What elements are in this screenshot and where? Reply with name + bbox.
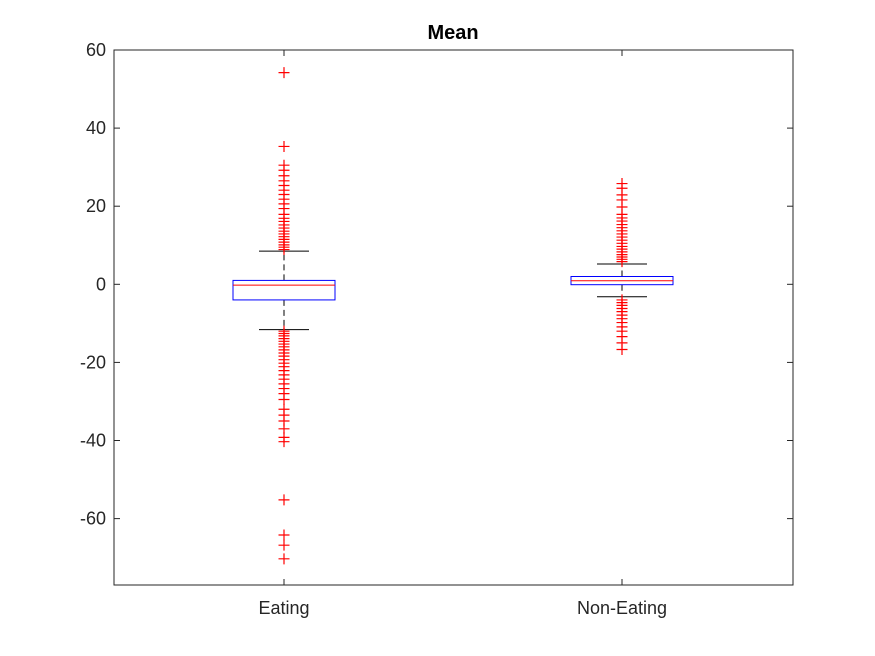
outlier-marker (278, 140, 290, 152)
outlier-marker (616, 344, 628, 356)
outlier-marker (278, 394, 290, 406)
outlier-marker (278, 553, 290, 565)
box-group-1 (232, 67, 336, 565)
y-tick-label: 60 (86, 40, 106, 60)
axes: 60 40 20 0 -20 -40 -60 Eating Non-Eating (80, 40, 793, 618)
outlier-marker (278, 529, 290, 541)
y-tick-label: -60 (80, 509, 106, 529)
y-tick-label: 40 (86, 118, 106, 138)
outliers (616, 178, 628, 356)
outliers (278, 67, 290, 565)
y-tick-label: -20 (80, 352, 106, 372)
x-tick-label: Eating (258, 598, 309, 618)
box-iqr (232, 279, 336, 301)
y-tick-label: 0 (96, 274, 106, 294)
chart-title: Mean (427, 22, 478, 44)
outlier-marker (278, 494, 290, 506)
outlier-marker (278, 67, 290, 79)
axes-frame (113, 49, 794, 586)
outlier-marker (616, 256, 628, 268)
outlier-marker (278, 244, 290, 256)
y-tick-label: 20 (86, 196, 106, 216)
outlier-marker (278, 436, 290, 448)
y-tick-label: -40 (80, 431, 106, 451)
plot-area (232, 67, 674, 565)
box-group-2 (570, 178, 674, 356)
x-tick-label: Non-Eating (577, 598, 667, 618)
outlier-marker (278, 539, 290, 551)
